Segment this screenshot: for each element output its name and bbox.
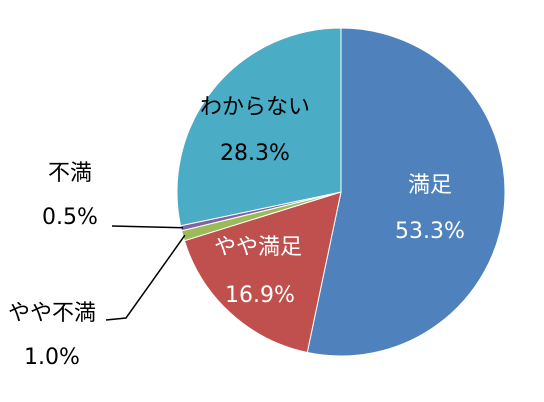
slice-value-manzoku: 53.3% (395, 219, 465, 244)
leader-line-fuman (111, 225, 184, 229)
slice-value-wakaranai: 28.3% (220, 141, 290, 166)
slice-label-wakaranai: わからない (200, 95, 310, 120)
slice-value-fuman: 0.5% (42, 205, 98, 230)
pie-slices (176, 27, 506, 357)
slice-label-yaya-fuman: やや不満 (8, 301, 96, 326)
slice-wakaranai (176, 27, 342, 227)
slice-label-yaya-manzoku: やや満足 (214, 235, 302, 260)
slice-label-manzoku: 満足 (408, 173, 452, 198)
leader-lines (105, 225, 186, 321)
leader-line-yaya-fuman (105, 234, 186, 321)
slice-value-yaya-manzoku: 16.9% (225, 283, 295, 308)
slice-manzoku (306, 27, 506, 357)
slice-value-yaya-fuman: 1.0% (24, 345, 80, 370)
slice-label-fuman: 不満 (48, 161, 92, 186)
slice-yaya-manzoku (183, 191, 342, 354)
